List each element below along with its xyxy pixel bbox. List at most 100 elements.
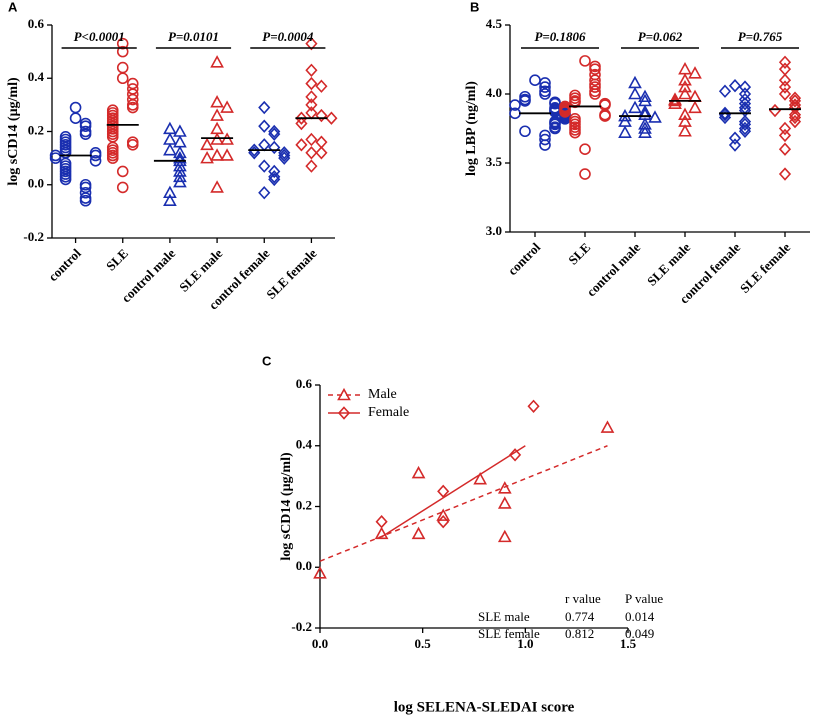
point	[89, 154, 102, 167]
point	[738, 96, 752, 111]
x-tick-label: 0.5	[415, 636, 432, 651]
x-tick-label: SLE	[565, 240, 593, 268]
point	[599, 110, 611, 122]
point	[248, 143, 261, 157]
point	[315, 79, 328, 93]
stats-cell: 0.812	[565, 626, 594, 641]
point	[579, 168, 591, 180]
point	[305, 146, 318, 160]
point	[315, 146, 328, 160]
point	[549, 122, 561, 135]
y-tick-label: 0.4	[28, 69, 45, 84]
point	[778, 62, 792, 76]
point	[258, 159, 271, 173]
point	[173, 124, 187, 137]
stats-cell: SLE male	[478, 609, 530, 624]
y-tick-label: 4.5	[486, 16, 503, 31]
stats-header: P value	[625, 591, 663, 606]
point	[638, 89, 652, 103]
point	[79, 128, 92, 140]
y-tick-label: 4.0	[486, 85, 502, 100]
fit-line	[381, 445, 526, 538]
point	[210, 121, 224, 135]
y-tick-label: 0.4	[296, 437, 313, 452]
point	[295, 111, 308, 125]
x-tick-label: 1.0	[517, 636, 533, 651]
point	[788, 110, 802, 125]
point	[411, 526, 426, 540]
legend-marker	[337, 406, 351, 420]
point	[126, 101, 139, 114]
point	[436, 508, 451, 521]
point	[278, 151, 291, 165]
x-tick-label: control	[45, 245, 84, 284]
point	[678, 107, 692, 120]
point	[539, 139, 551, 151]
point	[688, 89, 702, 103]
point	[473, 472, 488, 485]
point	[200, 137, 214, 151]
point	[678, 86, 692, 100]
y-tick-label: 0.6	[296, 376, 313, 391]
point	[778, 55, 792, 69]
point	[738, 124, 752, 138]
point	[688, 100, 702, 114]
point	[678, 79, 692, 93]
point	[778, 121, 792, 136]
point	[738, 114, 752, 129]
point	[718, 110, 732, 125]
point	[628, 86, 642, 100]
point	[305, 90, 318, 104]
panel-label: B	[470, 0, 479, 14]
point	[539, 88, 551, 100]
point	[173, 174, 187, 188]
point	[738, 121, 752, 136]
y-tick-label: 0.0	[296, 558, 312, 573]
x-axis-label: log SELENA-SLEDAI score	[394, 699, 575, 715]
p-value: P=0.0004	[262, 29, 314, 44]
point	[210, 148, 224, 161]
point	[738, 87, 752, 101]
point	[628, 100, 642, 114]
p-value: P=0.1806	[534, 29, 586, 44]
stats-header: r value	[565, 591, 601, 606]
y-axis-label: log sCD14 (μg/ml)	[6, 77, 21, 186]
p-value: P<0.0001	[74, 29, 125, 44]
panel-label: A	[8, 0, 18, 14]
point	[678, 124, 692, 137]
x-tick-label: SLE male	[644, 239, 693, 288]
point	[49, 152, 62, 164]
point	[374, 526, 389, 540]
point	[278, 146, 291, 160]
point	[220, 100, 234, 113]
point	[788, 101, 802, 115]
point	[258, 186, 271, 200]
point	[718, 84, 732, 98]
point	[579, 55, 591, 67]
point	[268, 170, 281, 184]
point	[305, 36, 318, 51]
point	[539, 81, 551, 93]
point	[268, 164, 281, 179]
point	[116, 165, 129, 178]
point	[210, 55, 224, 68]
point	[305, 132, 318, 147]
point	[589, 88, 601, 100]
point	[589, 63, 601, 75]
point	[315, 108, 328, 123]
point	[519, 95, 531, 107]
point	[59, 173, 72, 186]
point	[325, 111, 338, 125]
point	[778, 142, 792, 156]
point	[648, 110, 662, 123]
point	[258, 100, 271, 115]
point	[778, 167, 792, 181]
point	[278, 148, 291, 163]
y-tick-label: 3.0	[486, 223, 502, 238]
point	[728, 131, 742, 145]
point	[305, 63, 318, 77]
point	[437, 514, 450, 529]
point	[305, 106, 318, 120]
point	[508, 448, 522, 462]
